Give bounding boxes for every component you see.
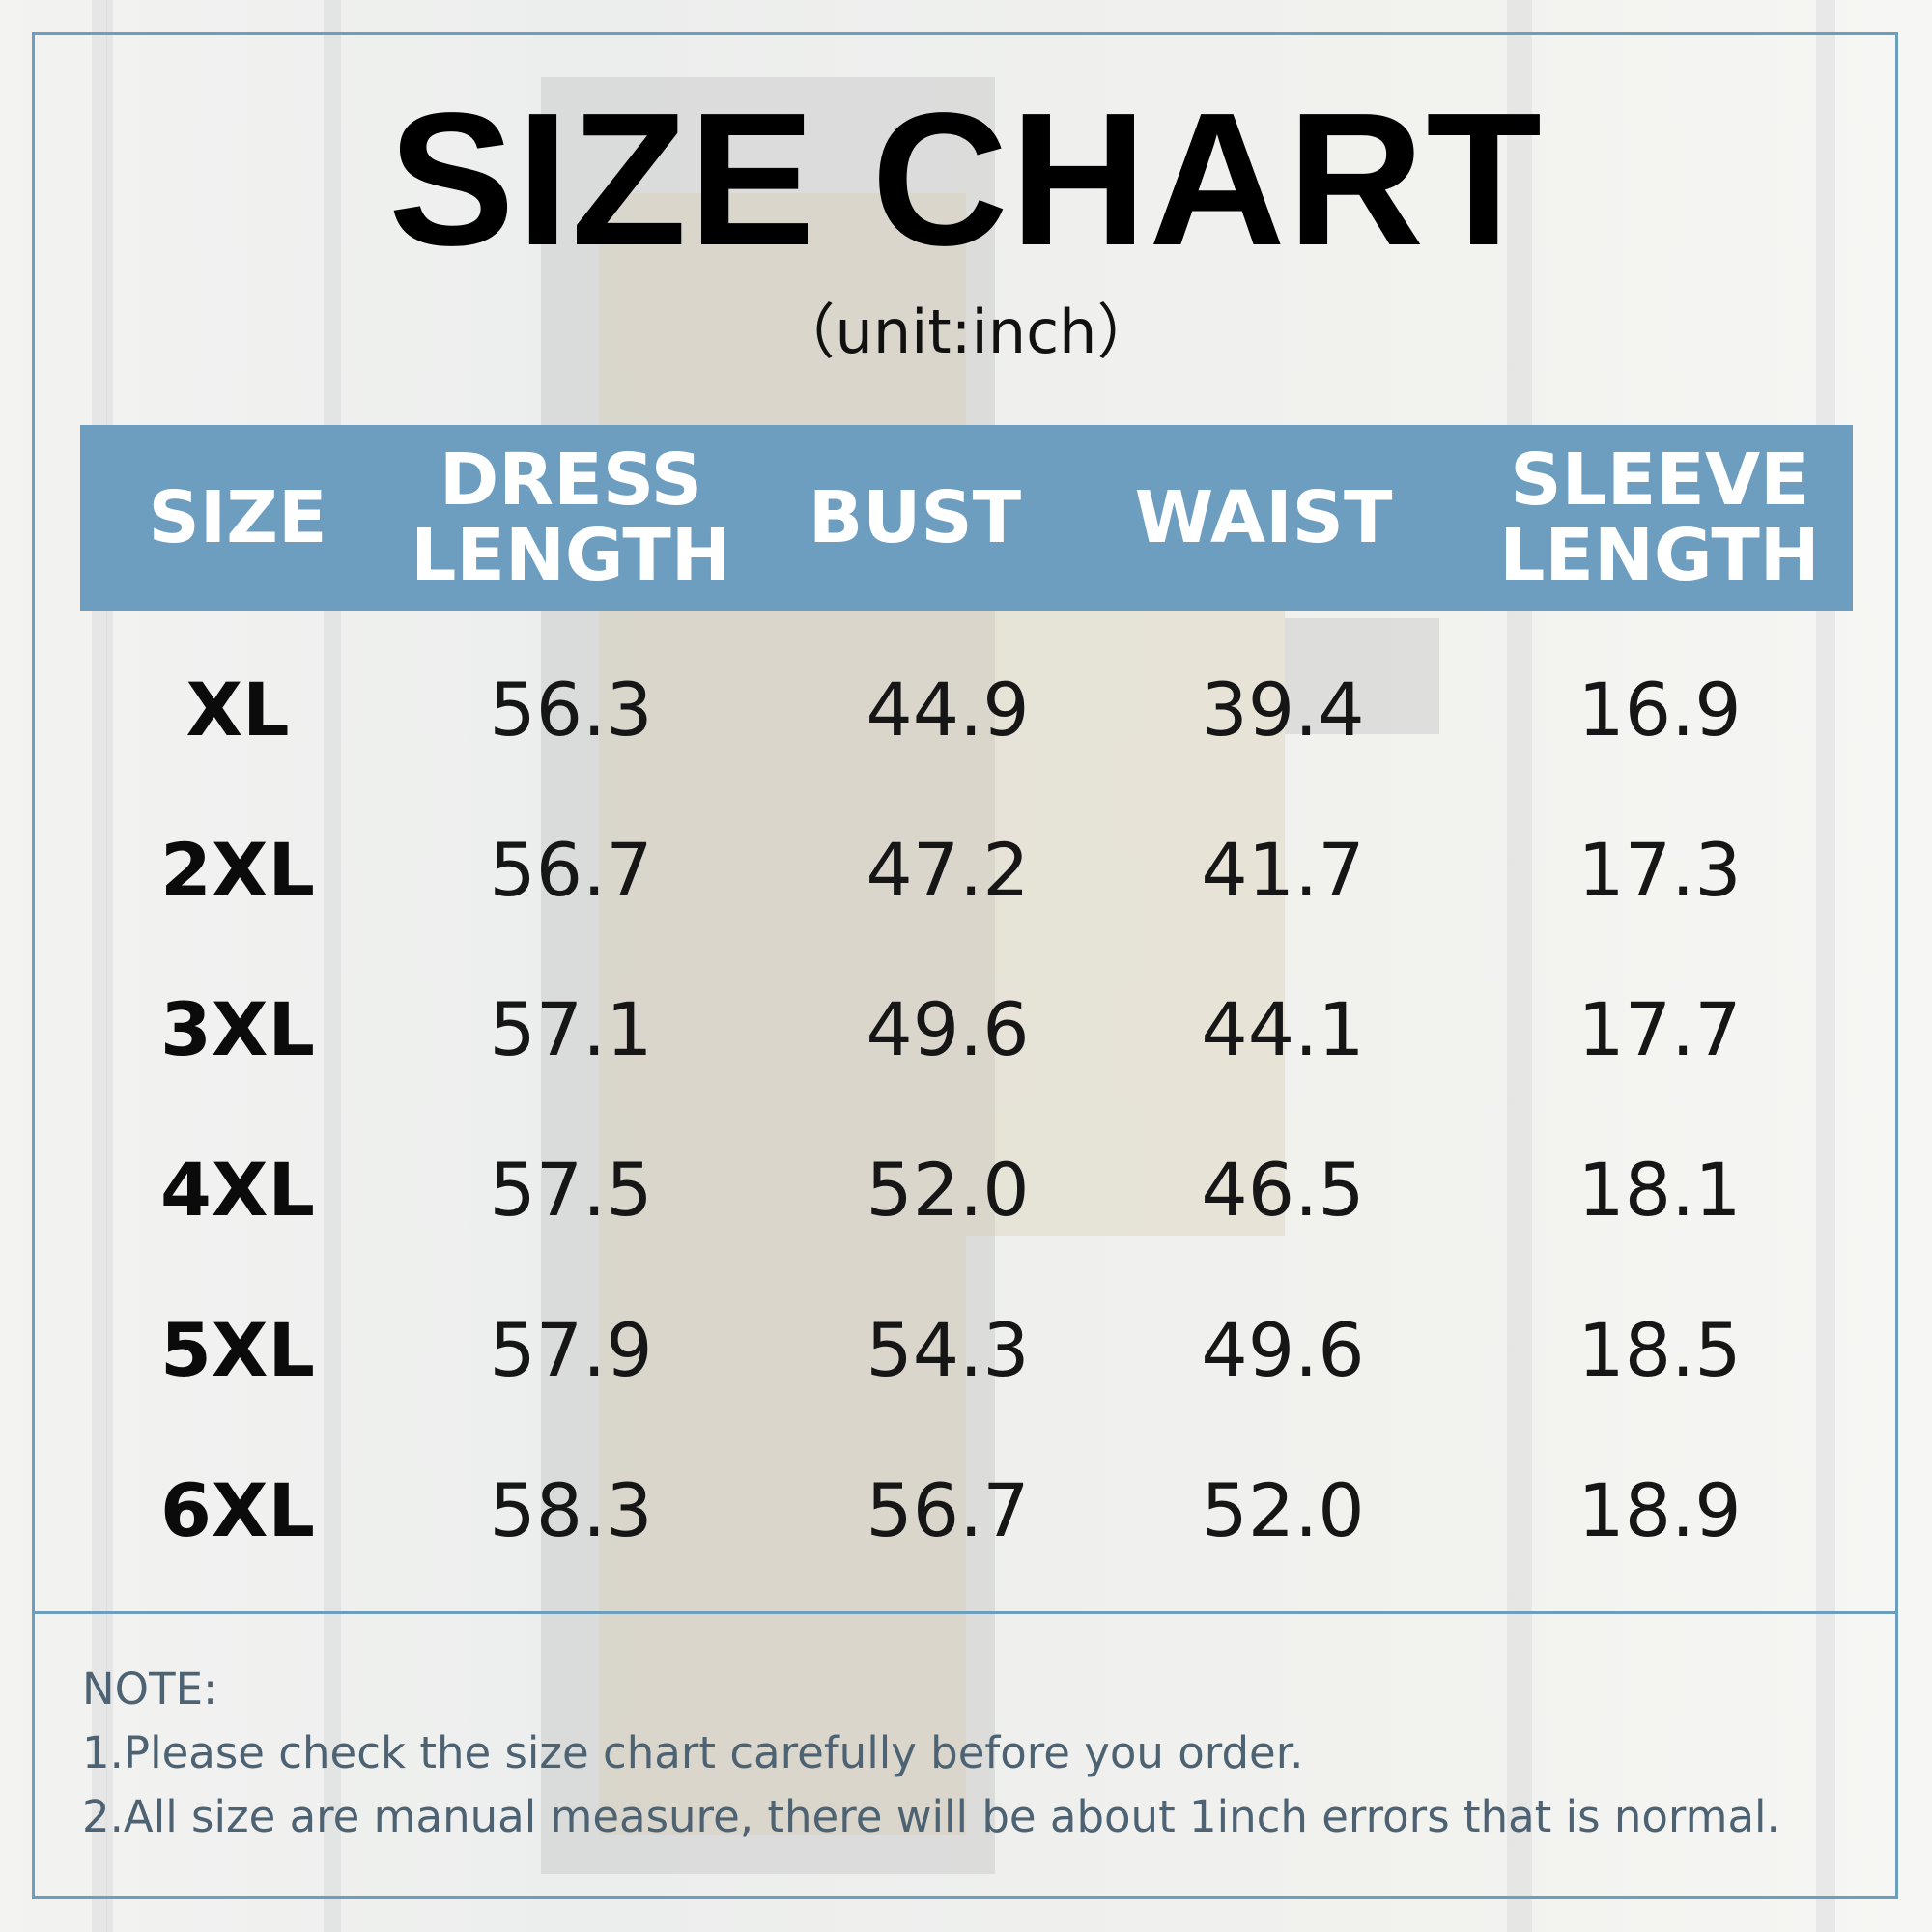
dress-length-cell: 57.1 [489, 985, 653, 1072]
unit-label: （unit:inch） [775, 297, 1157, 367]
sleeve-length-cell: 18.5 [1577, 1306, 1742, 1393]
sleeve-length-cell: 18.1 [1577, 1146, 1742, 1233]
header-sleeve-length: SLEEVE LENGTH [1499, 439, 1820, 597]
dress-length-cell: 57.9 [489, 1306, 653, 1393]
bust-cell: 47.2 [866, 826, 1030, 913]
bust-cell: 52.0 [866, 1146, 1030, 1233]
table-row: 4XL 57.5 52.0 46.5 18.1 [0, 1131, 1932, 1247]
size-cell: 5XL [160, 1306, 315, 1393]
notes-heading: NOTE: [82, 1663, 218, 1715]
table-row: 5XL 57.9 54.3 49.6 18.5 [0, 1292, 1932, 1407]
sleeve-length-cell: 17.3 [1577, 826, 1742, 913]
size-cell: 3XL [160, 985, 315, 1072]
dress-length-cell: 58.3 [489, 1466, 653, 1553]
notes-divider [35, 1611, 1897, 1614]
outer-frame [32, 32, 1898, 1899]
waist-cell: 44.1 [1201, 985, 1365, 1072]
size-cell: 6XL [160, 1466, 315, 1553]
table-row: 6XL 58.3 56.7 52.0 18.9 [0, 1452, 1932, 1568]
bust-cell: 44.9 [866, 666, 1030, 753]
dress-length-cell: 56.7 [489, 826, 653, 913]
sleeve-length-cell: 18.9 [1577, 1466, 1742, 1553]
table-row: 3XL 57.1 49.6 44.1 17.7 [0, 971, 1932, 1087]
table-header: SIZE DRESS LENGTH BUST WAIST SLEEVE LENGTH [80, 425, 1853, 611]
header-size: SIZE [148, 476, 327, 559]
bust-cell: 54.3 [866, 1306, 1030, 1393]
size-cell: 2XL [160, 826, 315, 913]
header-dress-length: DRESS LENGTH [411, 439, 731, 597]
table-row: XL 56.3 44.9 39.4 16.9 [0, 651, 1932, 767]
dress-length-cell: 56.3 [489, 666, 653, 753]
waist-cell: 49.6 [1201, 1306, 1365, 1393]
note-line-2: 2.All size are manual measure, there wil… [82, 1791, 1780, 1842]
waist-cell: 41.7 [1201, 826, 1365, 913]
table-row: 2XL 56.7 47.2 41.7 17.3 [0, 811, 1932, 927]
size-cell: XL [185, 666, 290, 753]
notes-section: NOTE: 1.Please check the size chart care… [82, 1658, 1879, 1849]
sleeve-length-cell: 16.9 [1577, 666, 1742, 753]
size-cell: 4XL [160, 1146, 315, 1233]
waist-cell: 39.4 [1201, 666, 1365, 753]
header-bust: BUST [808, 476, 1022, 559]
bust-cell: 49.6 [866, 985, 1030, 1072]
sleeve-length-cell: 17.7 [1577, 985, 1742, 1072]
note-line-1: 1.Please check the size chart carefully … [82, 1727, 1304, 1778]
page-title: SIZE CHART [388, 73, 1544, 285]
waist-cell: 46.5 [1201, 1146, 1365, 1233]
bust-cell: 56.7 [866, 1466, 1030, 1553]
header-waist: WAIST [1134, 476, 1393, 559]
dress-length-cell: 57.5 [489, 1146, 653, 1233]
waist-cell: 52.0 [1201, 1466, 1365, 1553]
